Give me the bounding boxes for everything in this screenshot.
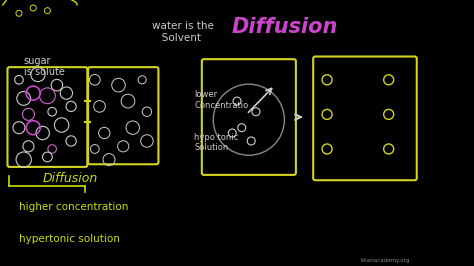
Text: hypo tonic
Solution: hypo tonic Solution (194, 133, 238, 152)
Text: higher concentration: higher concentration (19, 202, 128, 213)
Text: sugar
is solute: sugar is solute (24, 56, 64, 77)
Text: lower
Concentratio: lower Concentratio (194, 90, 248, 110)
Text: Diffusion: Diffusion (43, 172, 98, 185)
Text: Diffusion: Diffusion (231, 16, 337, 37)
Text: water is the
   Solvent: water is the Solvent (152, 21, 214, 43)
Text: hypertonic solution: hypertonic solution (19, 234, 120, 244)
Text: khanacademy.org: khanacademy.org (360, 258, 410, 263)
